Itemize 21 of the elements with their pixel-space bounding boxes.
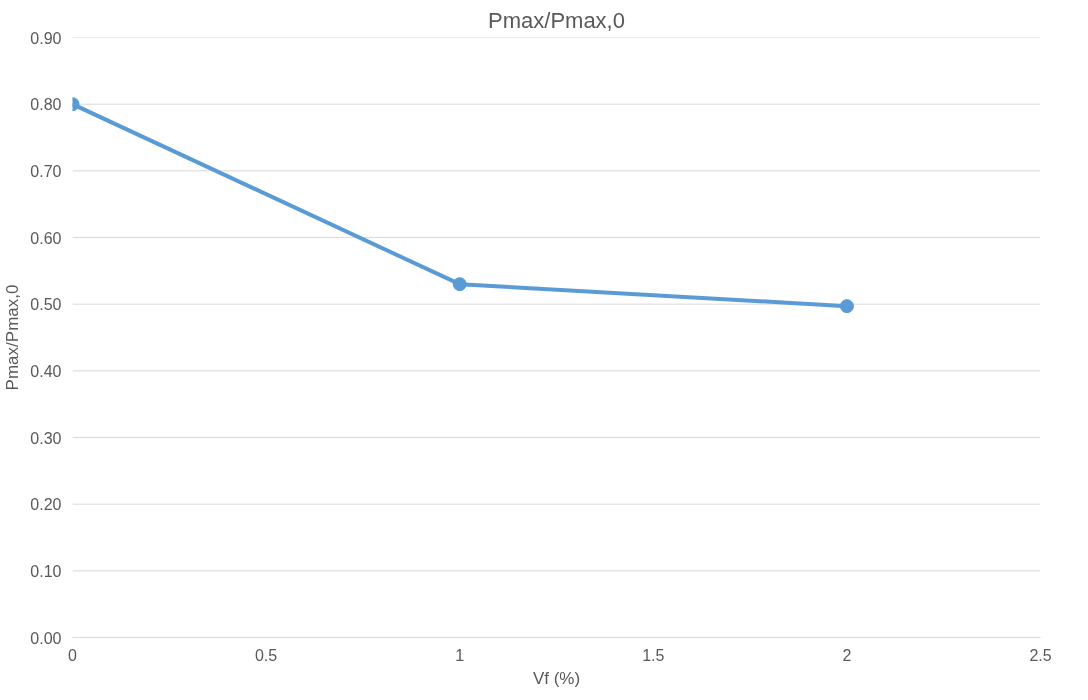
chart-title: Pmax/Pmax,0 — [488, 7, 625, 33]
y-tick-label: 0.30 — [30, 429, 62, 447]
x-tick-label: 1 — [455, 646, 465, 664]
y-tick-label: 0.20 — [30, 496, 62, 514]
y-tick-label: 0.10 — [30, 562, 62, 580]
y-tick-label: 0.50 — [30, 296, 62, 314]
x-tick-label: 0.5 — [254, 646, 278, 664]
x-tick-label: 2.5 — [1029, 646, 1052, 664]
x-tick-label: 2 — [842, 646, 852, 664]
y-tick-label: 0.90 — [30, 29, 62, 47]
point — [452, 277, 467, 292]
point — [839, 299, 854, 314]
y-tick-label: 0.60 — [30, 229, 62, 247]
y-axis-title: Pmax/Pmax,0 — [3, 284, 23, 391]
x-axis-title: Vf (%) — [532, 668, 581, 688]
x-tick-label: 0 — [68, 646, 78, 664]
y-tick-label: 0.70 — [30, 162, 62, 180]
x-tick-label: 1.5 — [642, 646, 665, 664]
y-tick-label: 0.00 — [30, 629, 62, 647]
y-tick-label: 0.40 — [30, 362, 62, 380]
y-tick-label: 0.80 — [30, 96, 62, 114]
